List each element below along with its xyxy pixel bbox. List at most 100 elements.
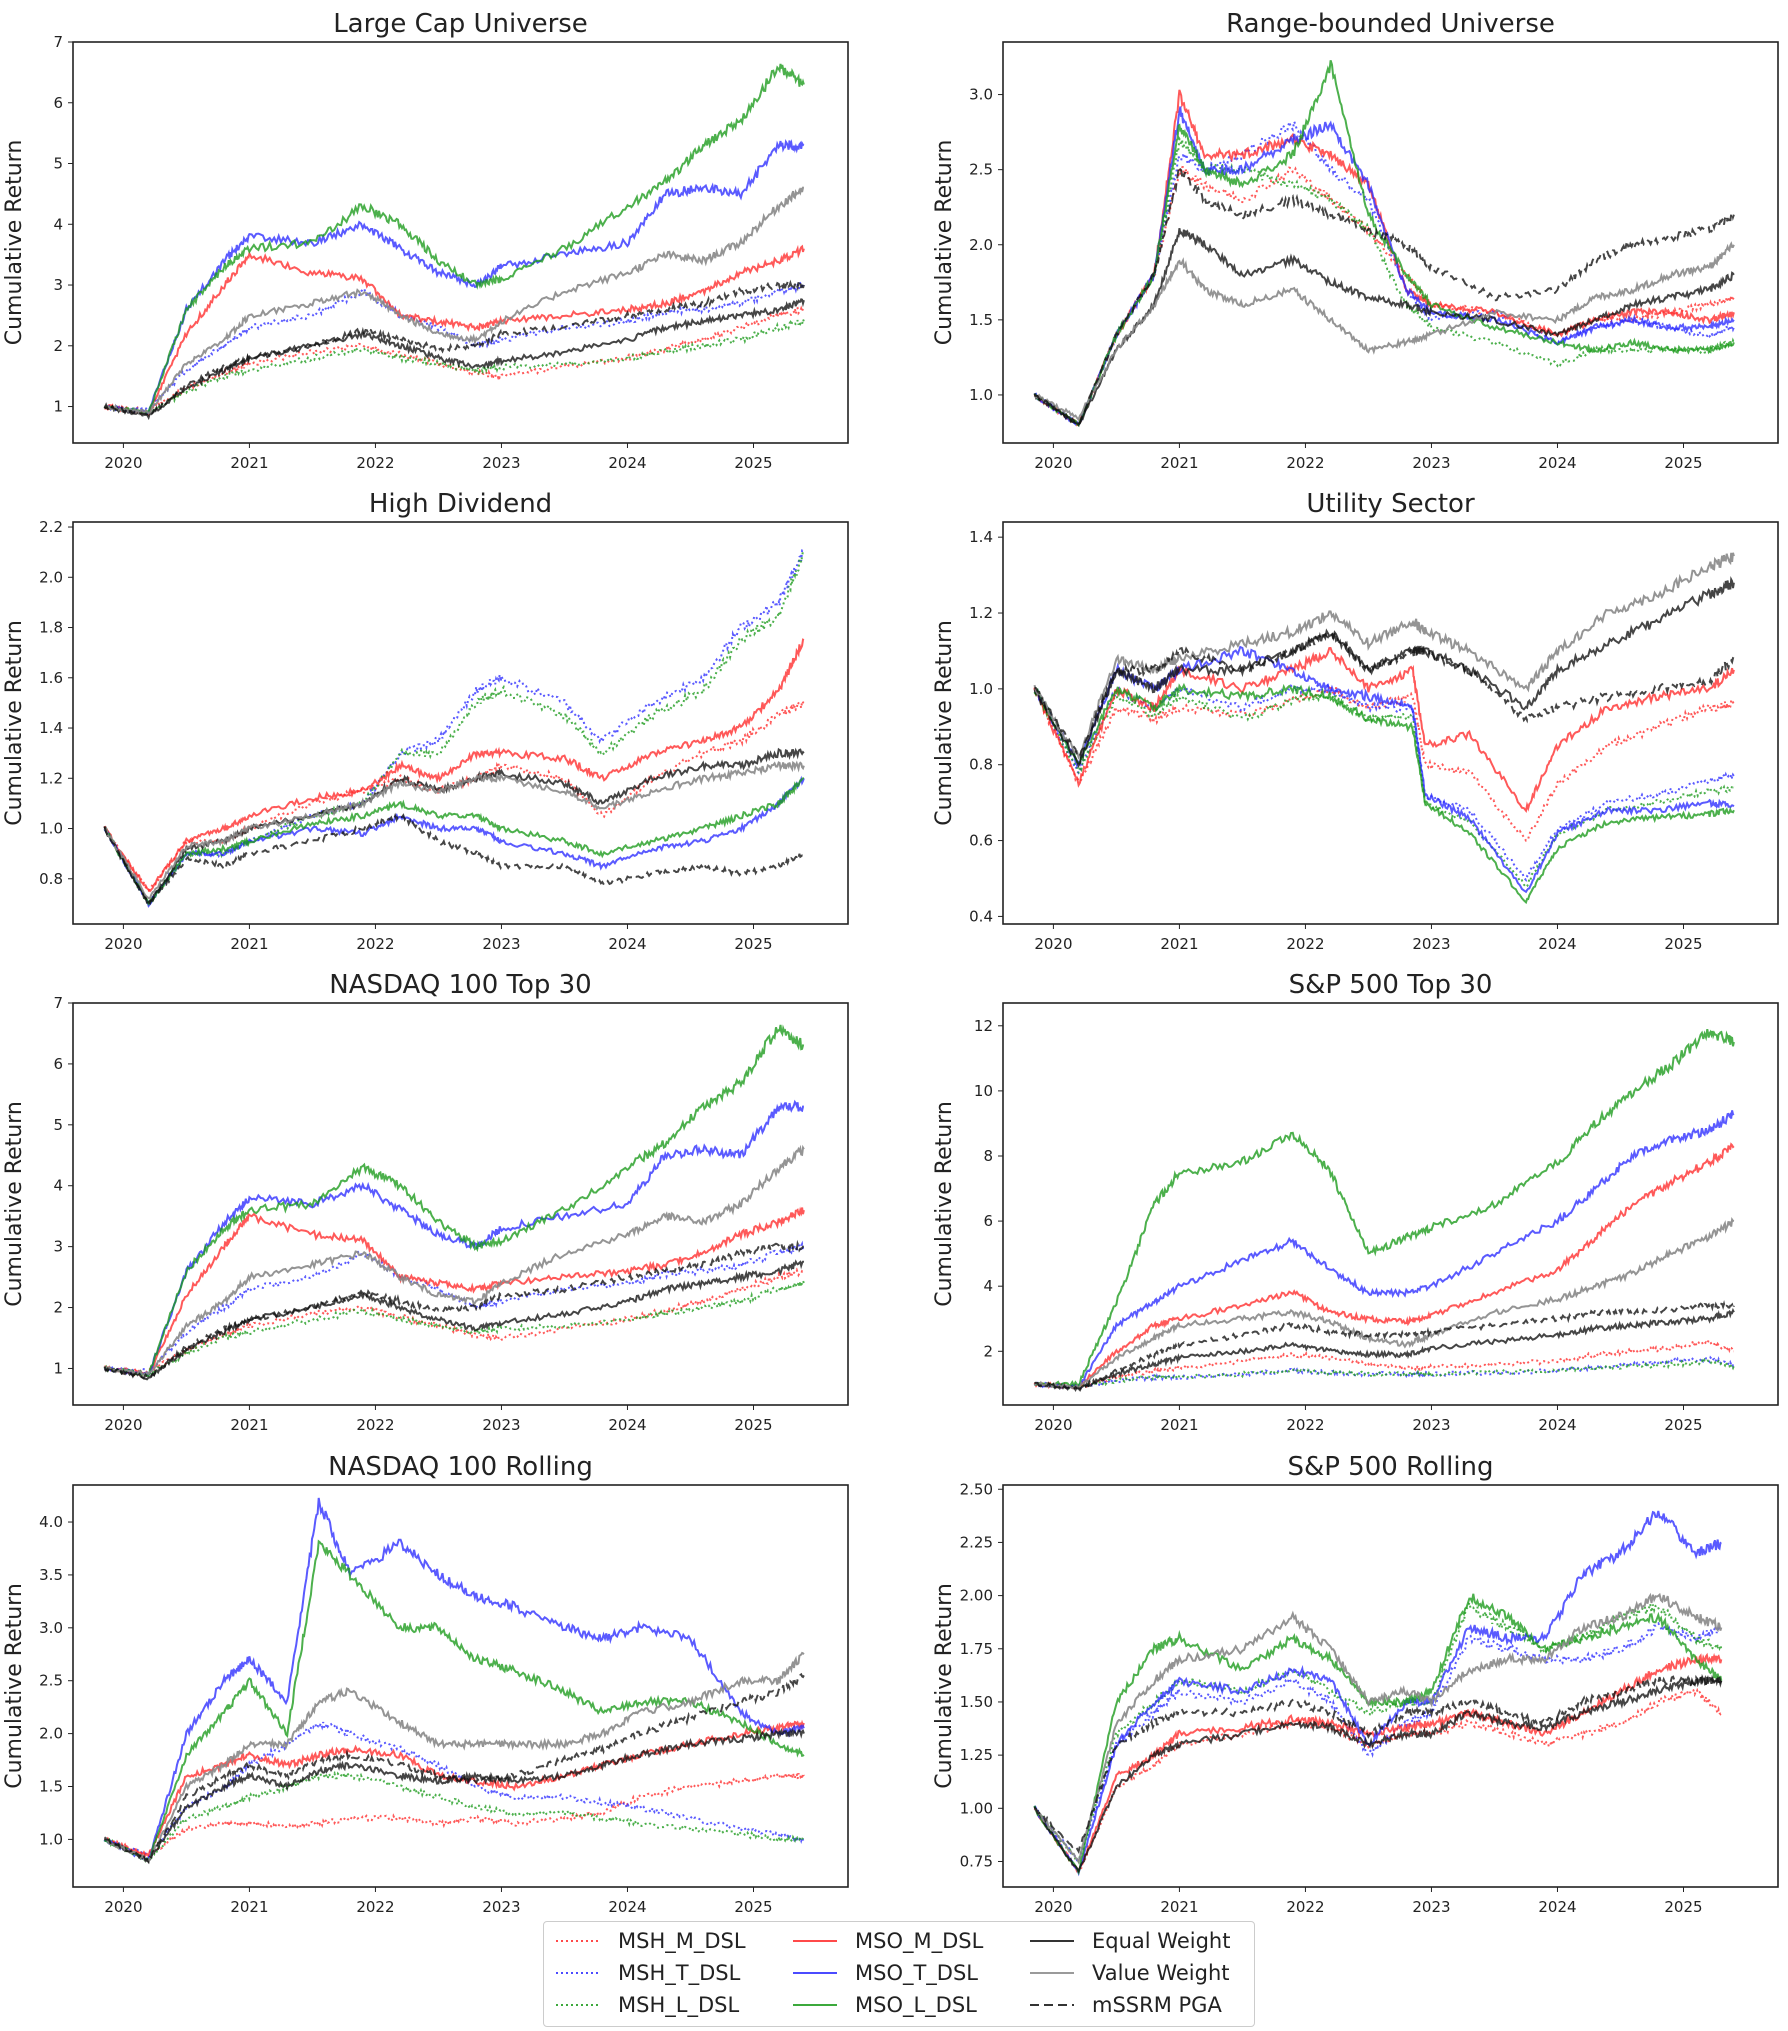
legend-label: MSH_T_DSL bbox=[618, 1961, 741, 1985]
chart-title: Range-bounded Universe bbox=[1226, 9, 1555, 39]
x-tick-label: 2021 bbox=[230, 1416, 268, 1434]
series-line-mso-l-dsl bbox=[103, 63, 805, 415]
series-line-value-weight bbox=[104, 186, 805, 417]
x-tick-label: 2020 bbox=[1034, 1416, 1072, 1434]
chart-panel-1: Large Cap Universe Cumulative Return 1 2 3 4 5… bbox=[2, 9, 849, 472]
y-axis-label: Cumulative Return bbox=[2, 140, 27, 346]
x-tick-label: 2022 bbox=[1286, 1416, 1324, 1434]
chart-title: S&P 500 Top 30 bbox=[1289, 970, 1493, 1000]
y-tick-label: 1.75 bbox=[960, 1640, 993, 1658]
x-tick-label: 2022 bbox=[1286, 454, 1324, 472]
series-line-msh-t-dsl bbox=[103, 1240, 805, 1375]
series-line-value-weight bbox=[103, 760, 805, 900]
legend-swatch bbox=[1026, 1969, 1078, 1977]
x-tick-label: 2024 bbox=[608, 935, 646, 953]
series-line-mso-t-dsl bbox=[103, 775, 805, 908]
y-tick-label: 6 bbox=[53, 1055, 63, 1073]
x-tick-label: 2020 bbox=[104, 1416, 142, 1434]
y-tick-label: 1.0 bbox=[39, 820, 63, 838]
y-tick-label: 2.50 bbox=[960, 1480, 993, 1498]
y-tick-label: 2 bbox=[53, 337, 63, 355]
x-tick-label: 2025 bbox=[734, 454, 772, 472]
x-tick-label: 2020 bbox=[104, 1898, 142, 1916]
legend-item-mso-l-dsl: MSO_L_DSL bbox=[789, 1992, 977, 2018]
y-tick-label: 0.6 bbox=[969, 832, 993, 850]
y-tick-label: 1.2 bbox=[39, 769, 63, 787]
series-line-equal-weight bbox=[103, 1727, 805, 1864]
y-tick-label: 1.4 bbox=[39, 719, 63, 737]
series-line-value-weight bbox=[1033, 552, 1735, 760]
x-tick-label: 2024 bbox=[1538, 1416, 1576, 1434]
y-tick-label: 1.5 bbox=[969, 311, 993, 329]
legend-item-msh-t-dsl: MSH_T_DSL bbox=[552, 1960, 740, 1986]
series-line-mso-l-dsl bbox=[1034, 1029, 1735, 1388]
series-line-msh-l-dsl bbox=[103, 1769, 805, 1863]
series-line-mso-l-dsl bbox=[1033, 1593, 1723, 1876]
legend-item-msh-l-dsl: MSH_L_DSL bbox=[552, 1992, 739, 2018]
chart-panel-5: NASDAQ 100 Top 30 Cumulative Return 1 2 3 4 5 6… bbox=[2, 970, 849, 1434]
series-line-mso-t-dsl bbox=[104, 138, 805, 415]
y-tick-label: 3 bbox=[53, 1238, 63, 1256]
y-tick-label: 2.5 bbox=[39, 1672, 63, 1690]
legend-item-mso-t-dsl: MSO_T_DSL bbox=[789, 1960, 978, 1986]
x-tick-label: 2021 bbox=[230, 454, 268, 472]
y-tick-label: 1.0 bbox=[969, 680, 993, 698]
x-tick-label: 2024 bbox=[608, 1416, 646, 1434]
x-tick-label: 2020 bbox=[1034, 454, 1072, 472]
x-tick-label: 2023 bbox=[1412, 935, 1450, 953]
x-tick-label: 2022 bbox=[356, 1416, 394, 1434]
series-line-mssrm-pga bbox=[103, 812, 805, 905]
legend-swatch bbox=[1026, 2001, 1078, 2009]
series-line-mso-t-dsl bbox=[1033, 1510, 1722, 1877]
legend-swatch bbox=[1026, 1937, 1078, 1945]
plot-frame bbox=[1002, 1484, 1779, 1888]
y-tick-label: 4 bbox=[53, 215, 63, 233]
series-line-mssrm-pga bbox=[1034, 1674, 1723, 1855]
x-tick-label: 2023 bbox=[482, 1416, 520, 1434]
y-tick-label: 2.2 bbox=[39, 518, 63, 536]
x-tick-label: 2022 bbox=[356, 454, 394, 472]
series-line-mso-t-dsl bbox=[1034, 1110, 1735, 1390]
x-tick-label: 2022 bbox=[1286, 935, 1324, 953]
series-line-msh-m-dsl bbox=[1033, 682, 1735, 842]
chart-title: NASDAQ 100 Rolling bbox=[328, 1452, 593, 1482]
y-tick-label: 1.8 bbox=[39, 619, 63, 637]
series-line-value-weight bbox=[1033, 1217, 1735, 1391]
legend-item-mso-m-dsl: MSO_M_DSL bbox=[789, 1928, 983, 1954]
chart-panel-2: Range-bounded Universe Cumulative Return 1… bbox=[932, 9, 1779, 472]
legend-swatch bbox=[789, 2001, 841, 2009]
y-tick-label: 3.5 bbox=[39, 1566, 63, 1584]
y-tick-label: 5 bbox=[53, 1116, 63, 1134]
series-line-mssrm-pga bbox=[103, 1239, 805, 1379]
legend-label: mSSRM PGA bbox=[1092, 1993, 1222, 2017]
legend-item-msh-m-dsl: MSH_M_DSL bbox=[552, 1928, 746, 1954]
y-tick-label: 0.75 bbox=[960, 1852, 993, 1870]
series-line-msh-l-dsl bbox=[103, 315, 805, 416]
legend-label: MSO_L_DSL bbox=[855, 1993, 977, 2017]
y-tick-label: 2 bbox=[983, 1342, 993, 1360]
chart-title: NASDAQ 100 Top 30 bbox=[329, 970, 591, 1000]
legend-swatch bbox=[552, 1937, 604, 1945]
series-line-mssrm-pga bbox=[1034, 1299, 1735, 1391]
x-tick-label: 2022 bbox=[356, 1898, 394, 1916]
y-tick-label: 7 bbox=[53, 994, 63, 1012]
chart-title: Utility Sector bbox=[1306, 489, 1475, 519]
series-line-mso-m-dsl bbox=[1033, 646, 1735, 813]
x-tick-label: 2022 bbox=[1286, 1898, 1324, 1916]
chart-panel-3: High Dividend Cumulative Return 0.8 1.0 1.2 1… bbox=[2, 489, 849, 953]
x-tick-label: 2021 bbox=[1160, 1898, 1198, 1916]
plot-frame bbox=[72, 1002, 849, 1406]
legend-swatch bbox=[789, 1969, 841, 1977]
legend-item-value-weight: Value Weight bbox=[1026, 1960, 1230, 1986]
x-tick-label: 2021 bbox=[1160, 454, 1198, 472]
x-tick-label: 2025 bbox=[734, 1416, 772, 1434]
series-line-mso-m-dsl bbox=[1033, 1142, 1735, 1390]
series-line-value-weight bbox=[103, 1651, 805, 1863]
series-line-msh-l-dsl bbox=[103, 548, 805, 906]
chart-panel-8: S&P 500 Rolling Cumulative Return 0.75 1.00… bbox=[932, 1452, 1779, 1916]
y-tick-label: 1 bbox=[53, 1359, 63, 1377]
y-tick-label: 3 bbox=[53, 276, 63, 294]
y-tick-label: 1.2 bbox=[969, 604, 993, 622]
y-axis-label: Cumulative Return bbox=[2, 620, 27, 826]
series-line-msh-t-dsl bbox=[1033, 1355, 1735, 1390]
